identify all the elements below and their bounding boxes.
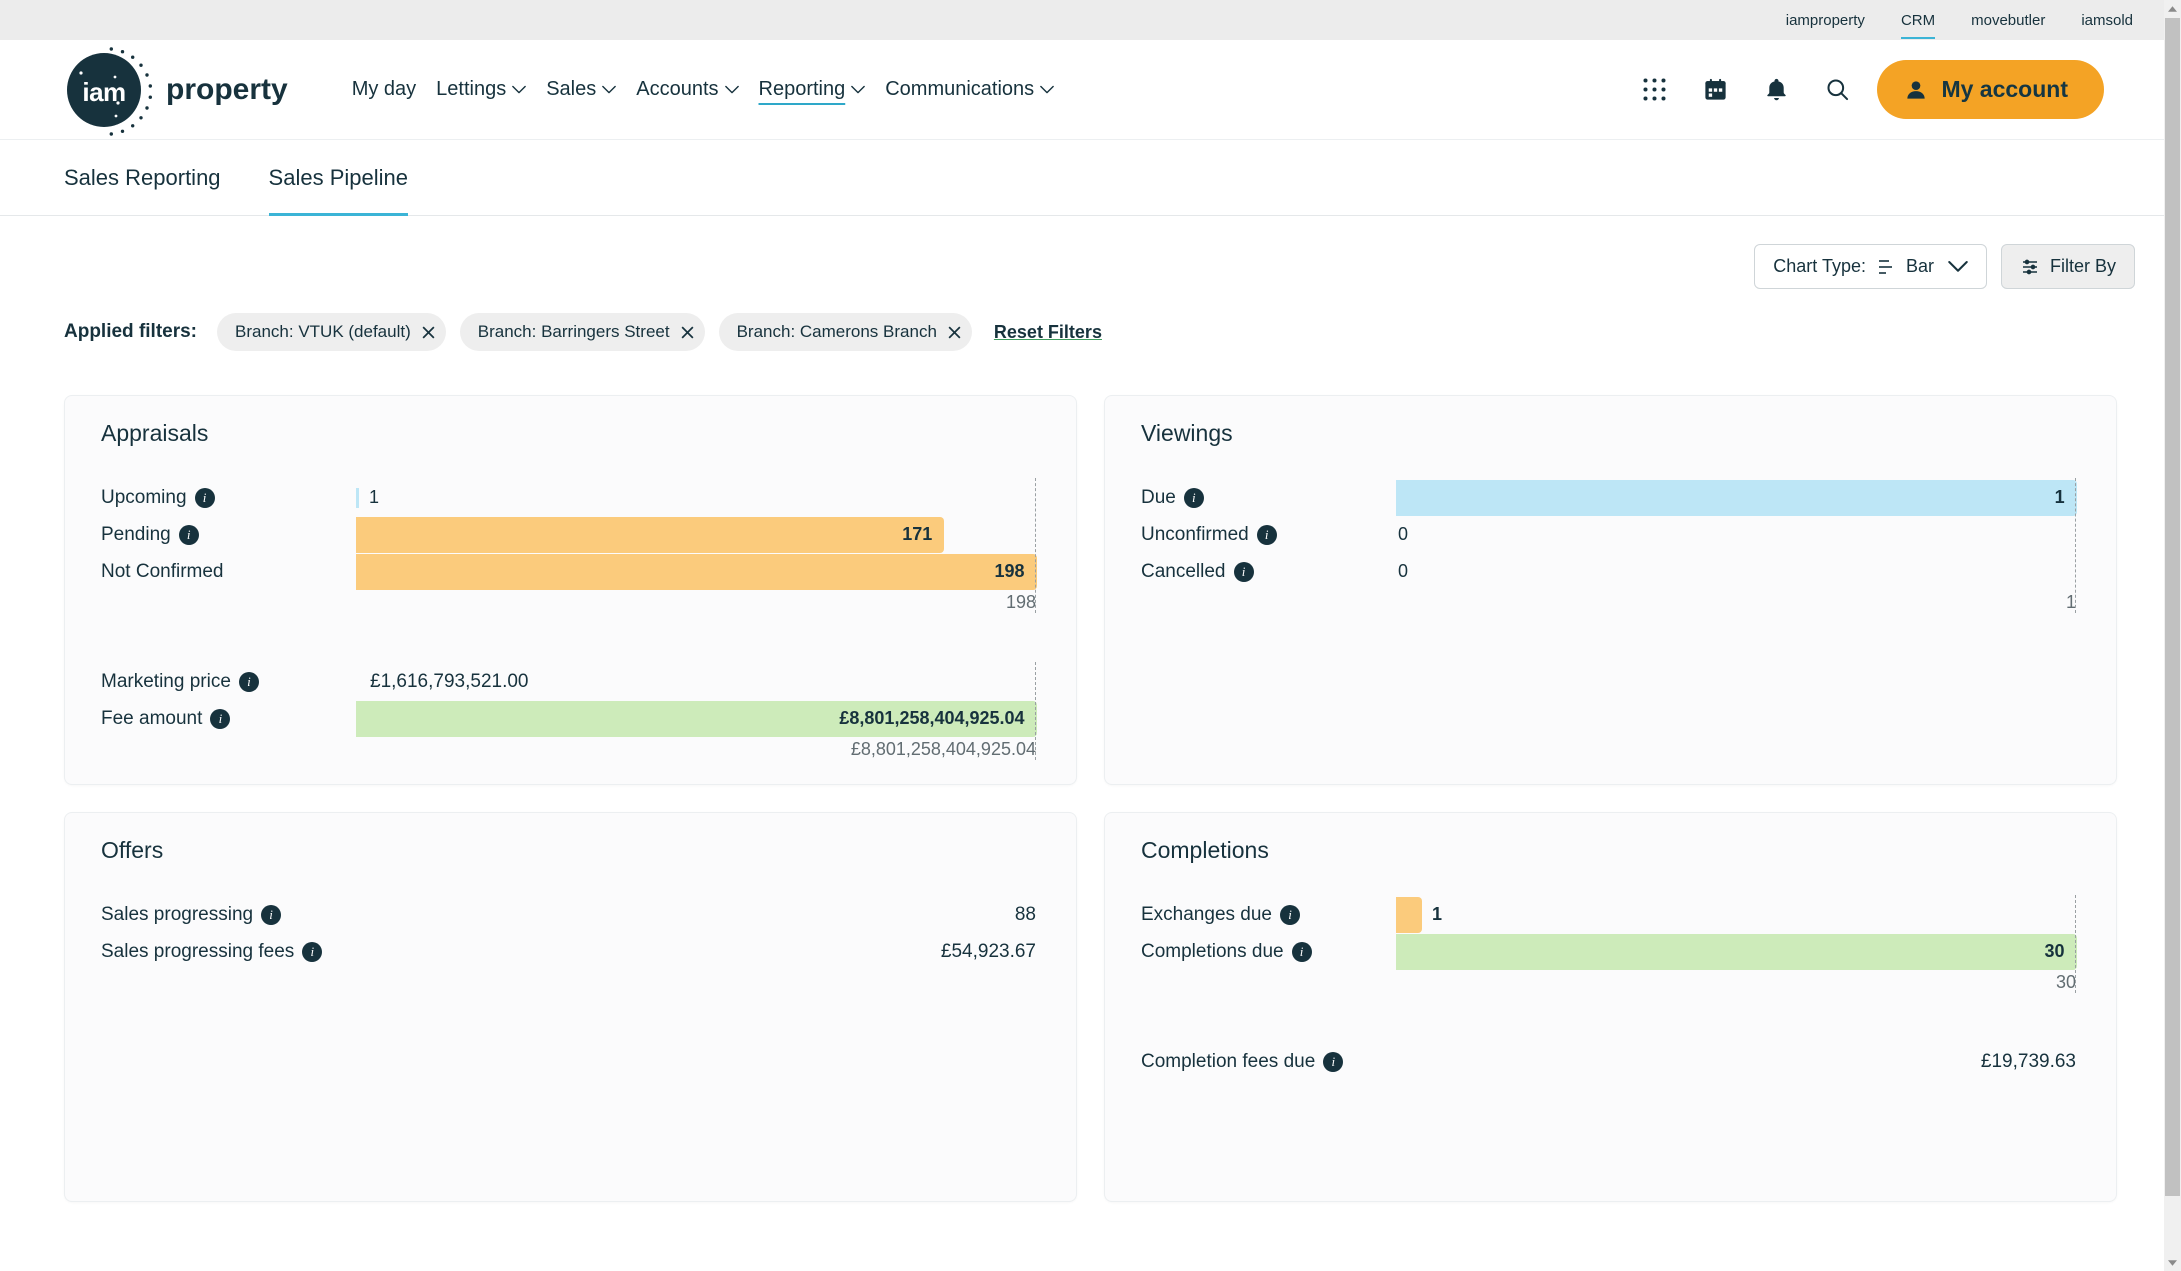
- svg-text:iam: iam: [82, 77, 125, 107]
